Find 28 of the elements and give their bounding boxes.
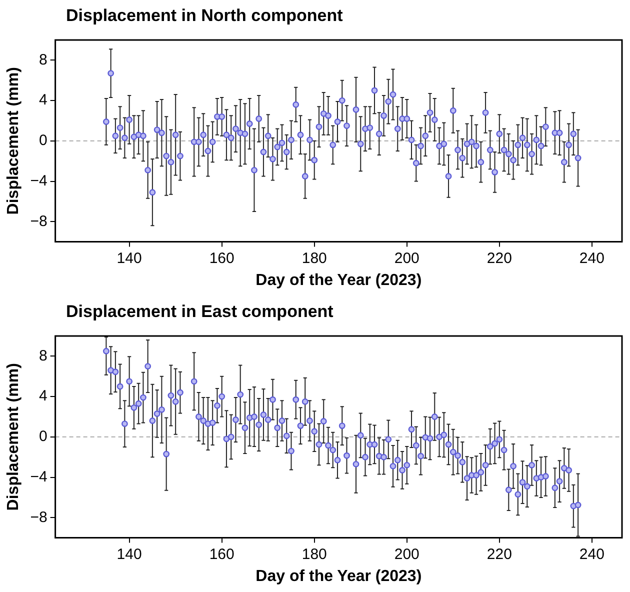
- x-tick-label: 240: [579, 250, 604, 267]
- y-tick-label: −8: [30, 508, 48, 526]
- y-tick-label: 4: [38, 388, 48, 405]
- x-tick-label: 240: [579, 546, 604, 563]
- x-tick-label: 180: [302, 546, 327, 563]
- x-tick-label: 200: [394, 546, 420, 563]
- x-axis-title: Day of the Year (2023): [256, 272, 422, 289]
- x-axis-title: Day of the Year (2023): [256, 568, 422, 585]
- y-tick-label: 8: [38, 347, 48, 364]
- y-axis-title: Displacement (mm): [5, 363, 22, 511]
- y-tick-label: −4: [30, 468, 48, 486]
- y-axis-title: Displacement (mm): [5, 67, 22, 215]
- y-tick-label: −4: [30, 172, 48, 190]
- y-tick-label: 8: [38, 51, 48, 68]
- y-tick-label: 0: [38, 428, 48, 446]
- x-tick-label: 220: [486, 250, 512, 267]
- x-tick-label: 180: [302, 250, 327, 267]
- x-tick-label: 220: [486, 546, 512, 563]
- y-tick-label: −8: [30, 212, 48, 230]
- x-tick-label: 140: [116, 250, 142, 267]
- x-tick-label: 160: [209, 250, 234, 267]
- y-tick-label: 0: [38, 132, 48, 150]
- chart-title: Displacement in North component: [66, 6, 343, 26]
- chart-title: Displacement in East component: [66, 302, 334, 322]
- y-tick-label: 4: [38, 92, 48, 109]
- x-tick-label: 200: [394, 250, 420, 267]
- x-tick-label: 140: [116, 546, 142, 563]
- x-tick-label: 160: [209, 546, 234, 563]
